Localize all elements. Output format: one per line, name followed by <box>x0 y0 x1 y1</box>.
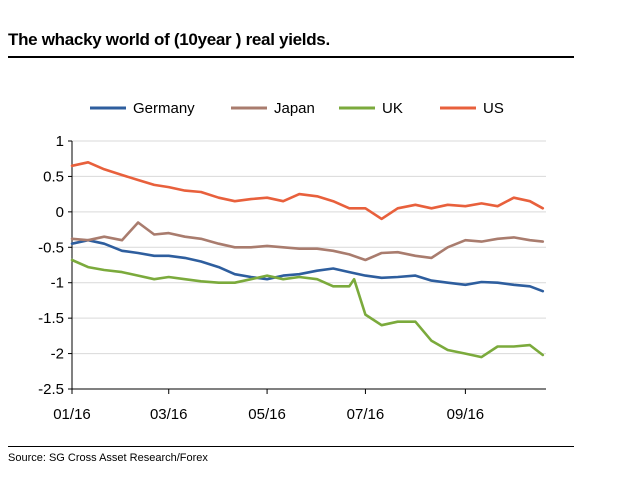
x-tick-label: 03/16 <box>150 406 188 423</box>
source-divider <box>8 446 574 447</box>
x-tick-label: 09/16 <box>447 406 485 423</box>
y-tick-label: 1 <box>56 133 64 150</box>
x-tick-label: 01/16 <box>53 406 91 423</box>
series-line-japan <box>70 221 545 262</box>
tick-labels: 1 0.5 0 -0.5 -1 -1.5 -2 -2.5 01/16 03/16 05/16 07/1… <box>38 133 484 423</box>
y-tick-label: -1 <box>51 275 64 292</box>
y-tick-label: 0 <box>56 204 64 221</box>
legend-label-japan: Japan <box>274 100 315 117</box>
gridlines <box>72 140 546 390</box>
y-tick-label: -0.5 <box>38 239 64 256</box>
series-line-us <box>70 161 545 221</box>
y-tick-label: 0.5 <box>43 168 64 185</box>
legend-label-us: US <box>483 100 504 117</box>
axes <box>68 140 546 394</box>
source-note: Source: SG Cross Asset Research/Forex <box>8 452 208 464</box>
legend-label-uk: UK <box>382 100 403 117</box>
series-line-germany <box>70 238 545 293</box>
y-tick-label: -2.5 <box>38 381 64 398</box>
y-tick-label: -1.5 <box>38 310 64 327</box>
series-line-uk <box>70 258 545 359</box>
title-divider <box>8 56 574 58</box>
legend-label-germany: Germany <box>133 100 195 117</box>
legend: Germany Japan UK US <box>90 100 504 117</box>
x-tick-label: 05/16 <box>248 406 286 423</box>
y-tick-label: -2 <box>51 346 64 363</box>
series-lines <box>70 161 545 359</box>
x-tick-label: 07/16 <box>347 406 385 423</box>
chart-title: The whacky world of (10year ) real yield… <box>8 30 330 49</box>
